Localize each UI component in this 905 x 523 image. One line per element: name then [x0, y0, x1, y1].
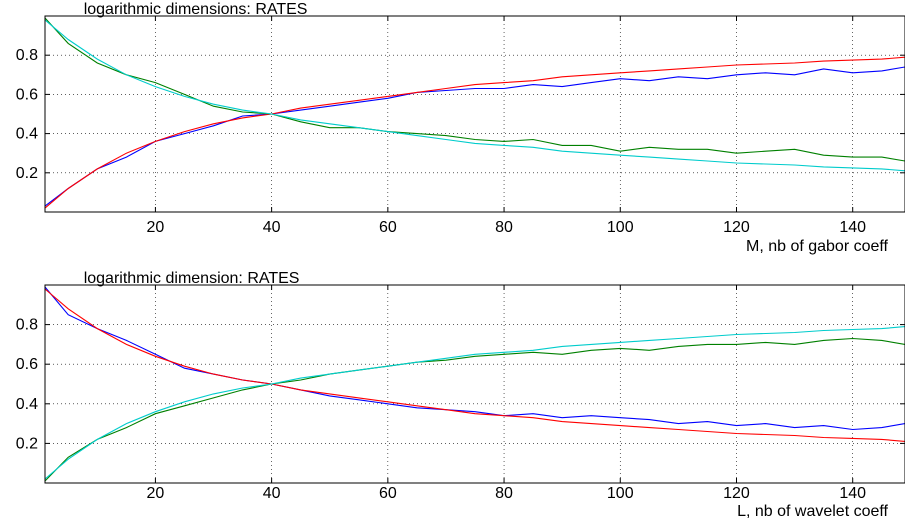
- x-tick-label: 120: [723, 219, 750, 236]
- chart-panel-wavelet: 20 40 60 80 100 120 140 0.2 0.4 0.6 0.8 logarithmic…: [16, 270, 905, 520]
- series-line-2: [44, 56, 905, 209]
- chart-title: logarithmic dimensions: RATES: [84, 1, 308, 18]
- x-tick-label: 100: [607, 219, 634, 236]
- series-line-3: [44, 17, 905, 162]
- axes-frame: [44, 284, 905, 484]
- x-tick-label: 60: [379, 485, 397, 502]
- series-line-3: [44, 337, 905, 482]
- plot-area: [45, 16, 905, 212]
- x-axis-label: M, nb of gabor coeff: [746, 238, 889, 255]
- y-tick-label: 0.2: [16, 435, 38, 452]
- chart-panel-gabor: 20 40 60 80 100 120 140 0.2 0.4 0.6 0.8 logarithmic…: [16, 1, 905, 255]
- series-line-4: [44, 19, 905, 172]
- y-tick-label: 0.2: [16, 165, 38, 182]
- series-line-1: [44, 66, 905, 207]
- x-tick-label: 140: [839, 219, 866, 236]
- plot-area: [45, 285, 905, 483]
- y-tick-label: 0.8: [16, 47, 38, 64]
- axes-frame: [44, 15, 905, 213]
- x-tick-label: 80: [495, 219, 513, 236]
- y-tick-label: 0.4: [16, 126, 38, 143]
- y-tick-label: 0.4: [16, 396, 38, 413]
- y-tick-label: 0.8: [16, 317, 38, 334]
- x-tick-label: 100: [607, 485, 634, 502]
- series-line-4: [44, 326, 905, 480]
- x-axis-label: L, nb of wavelet coeff: [737, 503, 888, 520]
- x-tick-label: 60: [379, 219, 397, 236]
- x-tick-label: 20: [147, 219, 165, 236]
- x-tick-label: 40: [263, 219, 281, 236]
- x-tick-label: 120: [723, 485, 750, 502]
- x-tick-label: 20: [147, 485, 165, 502]
- x-tick-label: 140: [839, 485, 866, 502]
- x-tick-label: 40: [263, 485, 281, 502]
- series-line-2: [44, 288, 905, 442]
- chart-title: logarithmic dimension: RATES: [84, 270, 300, 287]
- y-tick-label: 0.6: [16, 356, 38, 373]
- series-line-1: [44, 286, 905, 431]
- y-tick-label: 0.6: [16, 86, 38, 103]
- x-tick-label: 80: [495, 485, 513, 502]
